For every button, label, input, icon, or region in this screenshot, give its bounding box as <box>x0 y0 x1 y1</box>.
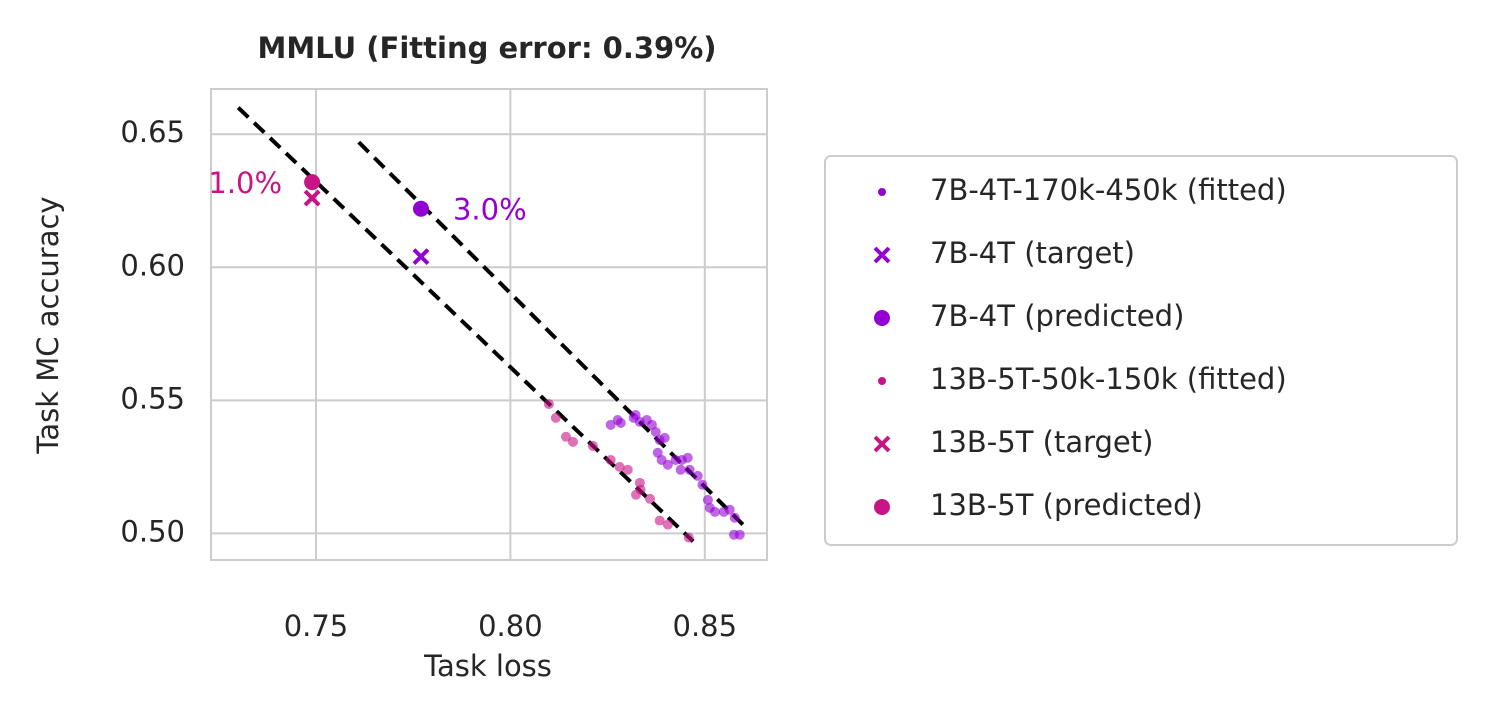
point <box>587 440 598 451</box>
point <box>729 512 740 523</box>
legend-label: 7B-4T (target) <box>930 236 1135 270</box>
point <box>724 504 735 515</box>
y-tick-label: 0.65 <box>120 115 185 149</box>
x-axis-label: Task loss <box>423 649 552 683</box>
point <box>543 399 554 410</box>
point <box>412 200 429 217</box>
legend-marker <box>874 499 890 515</box>
legend-label: 7B-4T-170k-450k (fitted) <box>930 173 1287 207</box>
point <box>682 452 693 463</box>
legend-marker <box>878 188 886 196</box>
legend-marker <box>874 310 890 326</box>
point <box>702 494 713 505</box>
y-axis-label: Task MC accuracy <box>31 196 65 454</box>
point <box>728 529 739 540</box>
point <box>630 489 641 500</box>
point <box>605 419 616 430</box>
point <box>683 532 694 543</box>
point <box>650 427 661 438</box>
point <box>412 248 430 266</box>
point <box>662 459 673 470</box>
fit-line <box>236 106 695 543</box>
point <box>615 417 626 428</box>
point <box>622 464 633 475</box>
point <box>684 464 695 475</box>
x-tick-label: 0.75 <box>284 609 349 643</box>
point <box>654 515 665 526</box>
plot-frame <box>210 88 768 561</box>
point <box>662 519 673 530</box>
point <box>614 461 625 472</box>
point <box>560 431 571 442</box>
point <box>709 506 720 517</box>
point <box>550 412 561 423</box>
y-tick-label: 0.55 <box>120 381 185 415</box>
y-tick-label: 0.50 <box>120 514 185 548</box>
legend-box <box>824 155 1458 546</box>
x-tick-label: 0.80 <box>478 609 543 643</box>
legend-label: 13B-5T (target) <box>930 425 1153 459</box>
point <box>605 454 616 465</box>
legend-marker <box>873 435 891 453</box>
annotation: 1.0% <box>208 166 282 200</box>
legend-label: 7B-4T (predicted) <box>930 299 1184 333</box>
legend-marker <box>878 377 886 385</box>
annotation: 3.0% <box>453 193 527 227</box>
point <box>659 432 670 443</box>
point <box>303 189 321 207</box>
legend-marker <box>873 246 891 264</box>
point <box>675 464 686 475</box>
point <box>697 479 708 490</box>
point <box>644 493 655 504</box>
chart-title: MMLU (Fitting error: 0.39%) <box>257 31 716 65</box>
legend-label: 13B-5T-50k-150k (fitted) <box>930 362 1287 396</box>
point <box>567 436 578 447</box>
y-tick-label: 0.60 <box>120 248 185 282</box>
x-tick-label: 0.85 <box>673 609 738 643</box>
legend-label: 13B-5T (predicted) <box>930 488 1203 522</box>
point <box>304 174 321 191</box>
point <box>692 470 703 481</box>
